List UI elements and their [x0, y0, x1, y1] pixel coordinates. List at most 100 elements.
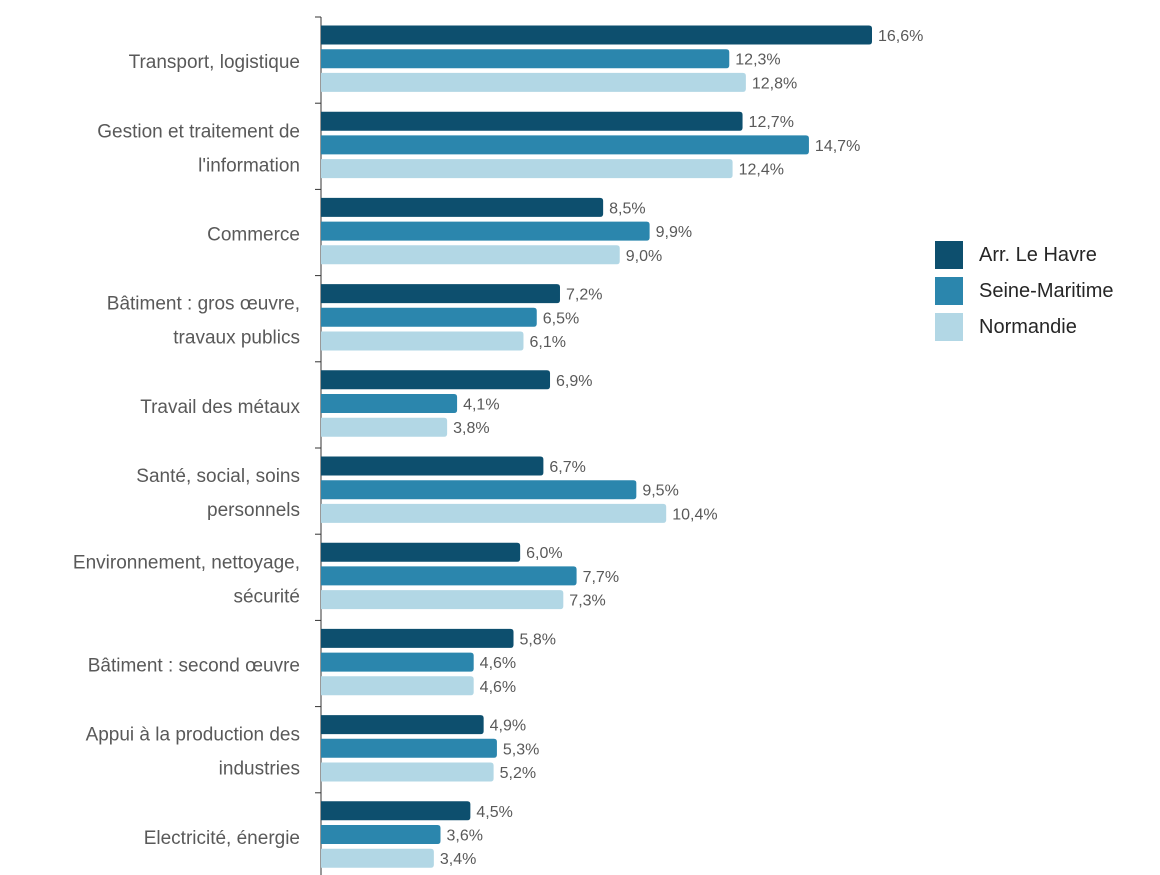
bar: [321, 111, 743, 131]
legend-item: Arr. Le Havre: [935, 237, 1160, 273]
bar: [321, 331, 524, 351]
category-label: Commerce: [207, 225, 300, 246]
category-label-line: Santé, social, soins: [136, 466, 300, 487]
category-label-line: sécurité: [233, 586, 300, 607]
category-label-line: Travail des métaux: [140, 397, 300, 418]
category-label: Santé, social, soins personnels: [136, 466, 300, 521]
data-label: 6,5%: [543, 310, 579, 327]
data-label: 7,7%: [583, 569, 619, 586]
category-label-line: industries: [219, 759, 300, 780]
data-label: 4,5%: [476, 804, 512, 821]
bar: [321, 394, 458, 413]
category-label-line: Commerce: [207, 225, 300, 246]
data-label: 7,2%: [566, 287, 602, 304]
data-label: 4,9%: [490, 718, 526, 735]
bar: [321, 197, 604, 217]
category-label-line: Environnement, nettoyage,: [73, 552, 300, 573]
bar: [321, 480, 637, 500]
bar: [321, 307, 537, 327]
data-label: 5,3%: [503, 741, 539, 758]
bar: [321, 542, 521, 562]
data-label: 3,6%: [446, 828, 482, 845]
category-label: Electricité, énergie: [144, 828, 300, 849]
bar: [321, 801, 471, 821]
category-label: Appui à la production des industries: [86, 725, 300, 780]
bar: [321, 135, 809, 155]
data-label: 6,0%: [526, 545, 562, 562]
bar: [321, 25, 872, 45]
legend-item: Normandie: [935, 309, 1160, 345]
data-label: 6,1%: [529, 334, 565, 351]
bar: [321, 825, 441, 844]
bar: [321, 49, 730, 69]
bar: [321, 221, 650, 241]
bar: [321, 456, 544, 476]
data-label: 12,8%: [752, 75, 797, 92]
category-label: Bâtiment : second œuvre: [88, 656, 300, 677]
category-label-line: Electricité, énergie: [144, 828, 300, 849]
data-label: 14,7%: [815, 138, 860, 155]
data-label: 8,5%: [609, 200, 645, 217]
data-label: 6,9%: [556, 373, 592, 390]
data-label: 5,2%: [500, 765, 536, 782]
category-label: Bâtiment : gros œuvre, travaux publics: [107, 294, 300, 349]
category-label-line: Bâtiment : gros œuvre,: [107, 294, 300, 315]
legend-swatch: [935, 313, 963, 341]
legend-label: Arr. Le Havre: [979, 243, 1097, 266]
legend: Arr. Le Havre Seine-Maritime Normandie: [935, 237, 1160, 345]
category-label-line: Appui à la production des: [86, 725, 300, 746]
data-label: 3,8%: [453, 420, 489, 437]
data-label: 9,9%: [656, 224, 692, 241]
bar: [321, 284, 560, 304]
bar: [321, 159, 733, 179]
bar: [321, 417, 448, 437]
legend-item: Seine-Maritime: [935, 273, 1160, 309]
bars: [321, 25, 872, 868]
data-label: 12,3%: [735, 52, 780, 69]
legend-swatch: [935, 277, 963, 305]
category-label-line: Bâtiment : second œuvre: [88, 656, 300, 677]
data-label: 9,0%: [626, 248, 662, 265]
data-label: 3,4%: [440, 851, 476, 868]
bar: [321, 676, 474, 696]
data-label: 12,4%: [739, 162, 784, 179]
bar: [321, 590, 564, 610]
bar: [321, 715, 484, 735]
bar: [321, 762, 494, 782]
data-label: 5,8%: [520, 631, 556, 648]
data-label: 4,6%: [480, 655, 516, 672]
bar: [321, 652, 474, 672]
data-label: 4,6%: [480, 679, 516, 696]
bar: [321, 72, 746, 92]
bar: [321, 503, 667, 523]
legend-swatch: [935, 241, 963, 269]
category-label-line: travaux publics: [173, 328, 300, 349]
data-label: 6,7%: [549, 459, 585, 476]
category-label: Travail des métaux: [140, 397, 300, 418]
bar: [321, 370, 551, 390]
data-label: 16,6%: [878, 28, 923, 45]
data-label: 12,7%: [749, 114, 794, 131]
bar: [321, 566, 577, 586]
bar: [321, 738, 497, 758]
category-labels: Transport, logistique Gestion et traiteme…: [73, 52, 301, 849]
category-axis: [315, 16, 322, 875]
bar: [321, 628, 514, 648]
data-label: 9,5%: [642, 483, 678, 500]
legend-label: Seine-Maritime: [979, 279, 1114, 302]
data-label: 7,3%: [569, 593, 605, 610]
bar: [321, 245, 620, 265]
category-label-line: Transport, logistique: [129, 52, 300, 73]
category-label: Transport, logistique: [129, 52, 300, 73]
legend-label: Normandie: [979, 315, 1077, 338]
category-label-line: l'information: [198, 155, 300, 176]
data-labels: 16,6% 12,7% 8,5% 7,2% 6,9% 6,7% 6,0% 5,8% 4,9% 4,…: [440, 28, 924, 868]
category-label-line: personnels: [207, 500, 300, 521]
data-label: 4,1%: [463, 397, 499, 414]
data-label: 10,4%: [672, 506, 717, 523]
category-label-line: Gestion et traitement de: [97, 121, 300, 142]
category-label: Gestion et traitement de l'information: [97, 121, 300, 176]
category-label: Environnement, nettoyage, sécurité: [73, 552, 300, 607]
bar: [321, 848, 434, 868]
